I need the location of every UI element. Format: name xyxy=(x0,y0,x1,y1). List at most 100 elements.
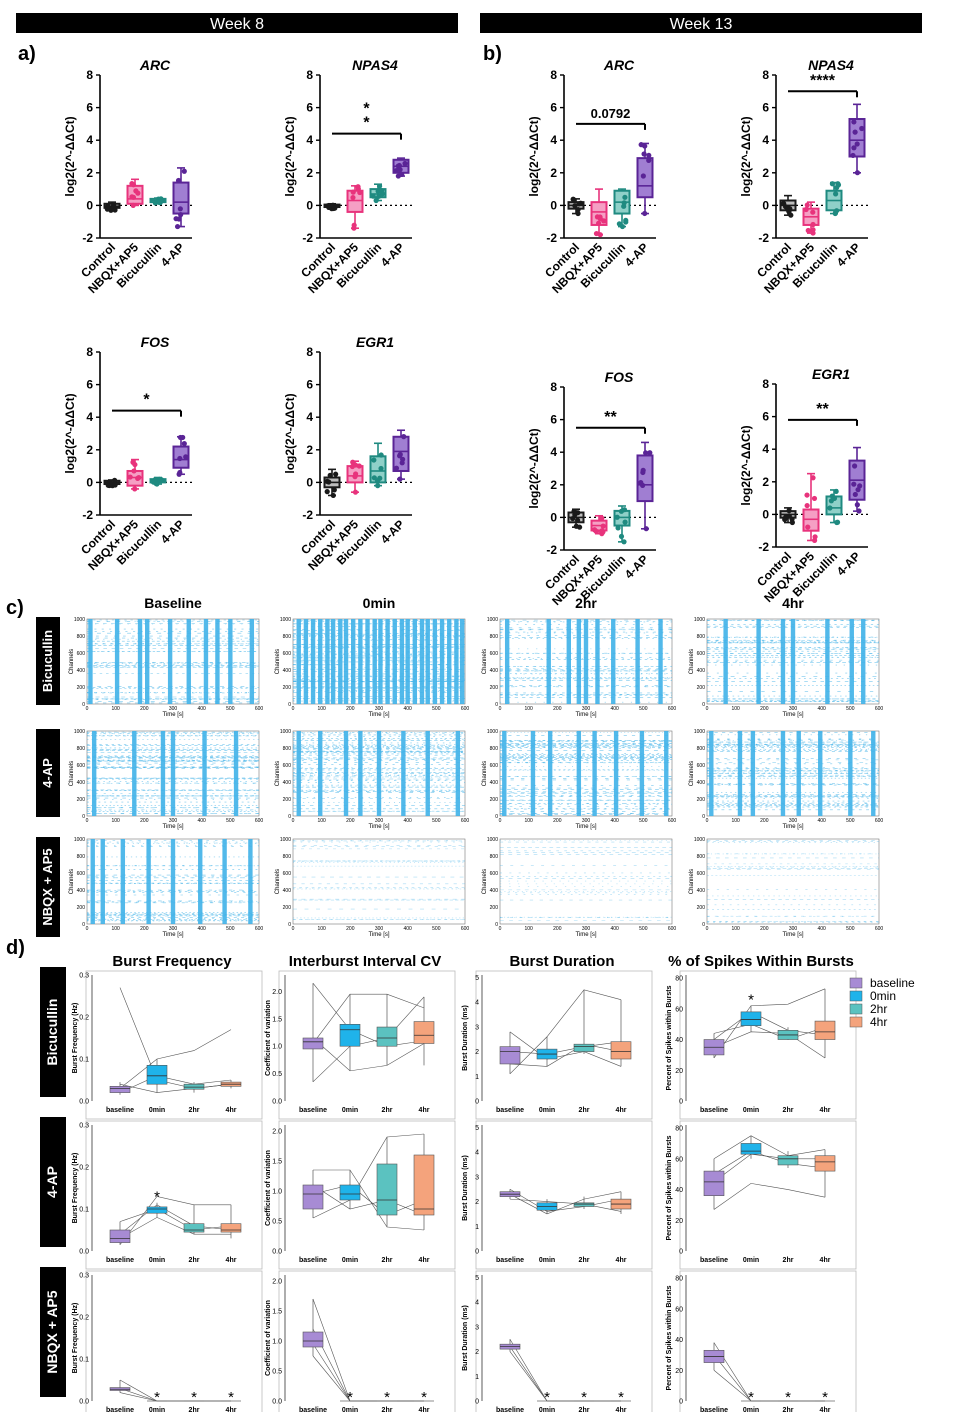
metric-row-label-bg xyxy=(40,967,66,1097)
burst-band xyxy=(419,619,425,704)
y-tick-label: 2 xyxy=(306,166,313,180)
raster-x-tick: 600 xyxy=(255,818,264,824)
subject-line xyxy=(713,1023,826,1040)
y-tick-label: 2.0 xyxy=(272,989,282,996)
y-tick-label: 0.5 xyxy=(272,1219,282,1226)
metric-row-label: NBQX + AP5 xyxy=(44,1290,60,1373)
burst-band xyxy=(233,731,239,816)
box-0min xyxy=(146,1065,168,1085)
raster-x-tick: 500 xyxy=(846,926,855,932)
data-point xyxy=(174,223,181,230)
y-tick-label: 20 xyxy=(675,1368,683,1375)
data-point xyxy=(181,440,187,447)
significance-label: * xyxy=(822,1389,828,1406)
y-tick-label: -2 xyxy=(546,231,557,245)
legend-swatch xyxy=(849,990,863,1002)
raster-y-tick: 1000 xyxy=(694,837,705,843)
burst-band xyxy=(343,731,349,816)
significance-label: 0.0792 xyxy=(591,106,631,121)
raster-x-tick: 600 xyxy=(875,706,884,712)
raster-y-tick: 800 xyxy=(697,634,706,640)
y-axis-label: log2(2^-ΔΔCt) xyxy=(739,116,753,196)
raster-x-tick: 500 xyxy=(226,926,235,932)
data-point xyxy=(352,489,359,495)
raster-y-tick: 1000 xyxy=(487,729,498,735)
burst-band xyxy=(447,619,452,704)
burst-band xyxy=(296,619,301,704)
data-point xyxy=(150,479,156,485)
raster-y-tick: 200 xyxy=(283,905,292,911)
burst-band xyxy=(399,619,405,704)
data-point xyxy=(183,454,189,460)
data-point xyxy=(379,191,385,197)
raster-x-tick: 100 xyxy=(731,818,740,824)
y-axis-label: Percent of Spikes within Bursts xyxy=(666,1285,673,1390)
data-point xyxy=(803,206,809,213)
y-tick-label: 2.0 xyxy=(272,1129,282,1136)
x-tick-label: 4hr xyxy=(226,1407,237,1412)
y-tick-label: 3 xyxy=(475,1024,479,1031)
raster-x-tick: 500 xyxy=(432,818,441,824)
y-axis-label: log2(2^-ΔΔCt) xyxy=(527,428,541,508)
raster-x-tick: 200 xyxy=(553,706,562,712)
subject-line xyxy=(713,1150,826,1175)
x-tick-label: 4-AP xyxy=(622,240,651,269)
data-point xyxy=(810,475,816,481)
x-tick-label: 2hr xyxy=(783,1257,794,1264)
raster-x-tick: 200 xyxy=(553,818,562,824)
burst-band xyxy=(385,619,390,704)
raster-y-tick: 800 xyxy=(77,746,86,752)
data-point xyxy=(106,482,113,489)
raster-y-tick: 200 xyxy=(77,797,86,803)
burst-band xyxy=(583,619,589,704)
data-point xyxy=(622,519,628,525)
raster-y-tick: 600 xyxy=(283,651,292,657)
data-point xyxy=(622,194,628,200)
data-point xyxy=(326,204,332,211)
burst-band xyxy=(160,731,166,816)
significance-label: * xyxy=(748,992,754,1009)
y-axis-label: Coefficient of variation xyxy=(265,1150,272,1226)
data-point xyxy=(132,461,138,468)
raster-y-tick: 400 xyxy=(490,668,499,674)
raster-x-tick: 200 xyxy=(140,818,149,824)
burst-band xyxy=(338,619,343,704)
y-tick-label: 1 xyxy=(475,1374,479,1381)
y-tick-label: 2 xyxy=(475,1049,479,1056)
burst-band xyxy=(376,731,382,816)
y-tick-label: 0.2 xyxy=(79,1315,89,1322)
data-point xyxy=(783,514,789,520)
y-tick-label: 0.0 xyxy=(79,1099,89,1106)
raster-y-tick: 800 xyxy=(490,746,499,752)
x-tick-label: 2hr xyxy=(579,1107,590,1114)
x-tick-label: 0min xyxy=(342,1407,358,1412)
x-tick-label: 4-AP xyxy=(834,240,863,269)
raster-y-tick: 1000 xyxy=(74,617,85,623)
subject-line xyxy=(713,1153,825,1183)
raster-x-tick: 500 xyxy=(846,706,855,712)
raster-y-tick: 600 xyxy=(697,871,706,877)
raster-x-tick: 100 xyxy=(731,926,740,932)
data-point xyxy=(810,221,816,228)
x-tick-label: 0min xyxy=(149,1407,165,1412)
raster-x-tick: 0 xyxy=(706,926,709,932)
raster-4-ap-baseline: 0 200 400 600 800 1000 0 100 200 300 400 500 600 Time… xyxy=(69,729,263,830)
raster-y-label: Channels xyxy=(69,869,75,894)
data-point xyxy=(621,200,627,206)
raster-x-tick: 500 xyxy=(639,706,648,712)
raster-x-tick: 100 xyxy=(111,818,120,824)
y-tick-label: 0 xyxy=(475,1249,479,1256)
raster-4-ap-0min: 0 200 400 600 800 1000 0 100 200 300 400 500 600 Time… xyxy=(275,729,469,830)
data-point xyxy=(399,171,405,177)
x-tick-label: 2hr xyxy=(189,1257,200,1264)
data-point xyxy=(130,194,137,200)
raster-y-tick: 1000 xyxy=(694,617,705,623)
y-axis-label: log2(2^-ΔΔCt) xyxy=(63,393,77,473)
burst-band xyxy=(378,619,383,704)
burst-band xyxy=(392,619,397,704)
raster-x-tick: 600 xyxy=(255,926,264,932)
box-2hr xyxy=(376,1163,398,1216)
burst-band xyxy=(146,839,151,924)
data-point xyxy=(618,508,625,514)
